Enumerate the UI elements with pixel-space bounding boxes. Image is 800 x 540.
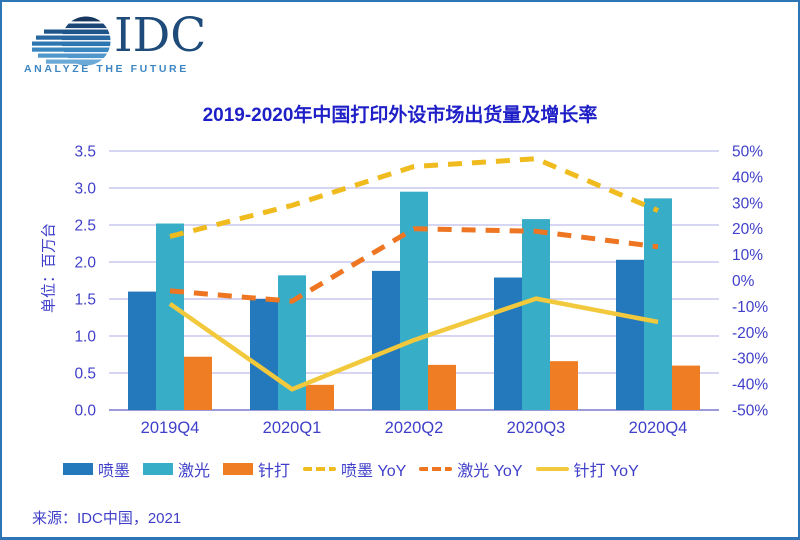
left-axis-tick-label: 3.5 xyxy=(74,144,96,161)
right-axis-tick-label: 50% xyxy=(732,144,763,161)
bar-喷墨-2020Q2 xyxy=(372,270,400,410)
x-axis-label-2019Q4: 2019Q4 xyxy=(141,419,200,437)
legend-label: 激光 YoY xyxy=(457,463,523,480)
bar-激光-2019Q4 xyxy=(156,223,184,410)
legend-swatch-dashed-line xyxy=(419,466,453,472)
idc-logo: IDC ANALYZE THE FUTURE xyxy=(2,2,232,82)
legend-item-针打 YoY: 针打 YoY xyxy=(535,457,639,481)
bar-喷墨-2020Q4 xyxy=(616,259,644,410)
left-axis-tick-label: 2.5 xyxy=(74,218,96,235)
left-axis-tick-label: 1.0 xyxy=(74,329,96,346)
legend-label: 喷墨 YoY xyxy=(341,463,407,480)
right-axis-tick-label: 30% xyxy=(732,195,763,212)
legend-item-激光 YoY: 激光 YoY xyxy=(419,457,523,481)
legend-item-激光: 激光 xyxy=(143,457,210,481)
globe-circle-stripes xyxy=(61,16,111,66)
legend-label: 喷墨 xyxy=(98,463,131,480)
x-axis-label-2020Q4: 2020Q4 xyxy=(629,419,688,437)
legend-label: 针打 xyxy=(258,463,291,480)
legend-swatch-bar xyxy=(143,463,174,475)
right-axis-tick-label: -10% xyxy=(732,299,768,316)
x-axis-label-2020Q3: 2020Q3 xyxy=(507,419,566,437)
bar-针打-2020Q3 xyxy=(550,361,578,410)
x-axis-label-2020Q2: 2020Q2 xyxy=(385,419,444,437)
legend-item-喷墨: 喷墨 xyxy=(63,457,130,481)
chart-legend: 喷墨 激光 针打 喷墨 YoY 激光 YoY 针打 YoY xyxy=(63,457,639,481)
bar-激光-2020Q4 xyxy=(644,198,672,410)
right-axis-tick-label: -40% xyxy=(732,377,768,394)
bar-针打-2020Q2 xyxy=(428,364,456,410)
right-axis-tick-label: 10% xyxy=(732,247,763,264)
bar-喷墨-2020Q1 xyxy=(250,299,278,410)
left-axis-tick-label: 3.0 xyxy=(74,181,96,198)
left-axis-tick-label: 1.5 xyxy=(74,292,96,309)
right-axis-tick-label: -50% xyxy=(732,403,768,420)
bar-针打-2019Q4 xyxy=(184,356,212,410)
legend-swatch-solid-line xyxy=(535,466,569,472)
idc-globe-icon xyxy=(32,16,111,66)
yoy-line-喷墨 YoY xyxy=(169,156,659,239)
legend-item-喷墨 YoY: 喷墨 YoY xyxy=(303,457,406,481)
bar-针打-2020Q1 xyxy=(306,384,334,410)
legend-swatch-bar xyxy=(63,463,93,475)
legend-swatch-dashed-line xyxy=(303,466,337,472)
right-axis-tick-label: -30% xyxy=(732,351,768,368)
legend-swatch-bar xyxy=(223,463,254,475)
right-axis-tick-label: 20% xyxy=(732,221,763,238)
yoy-line-针打 YoY xyxy=(168,296,659,392)
legend-label: 激光 xyxy=(178,463,211,480)
bar-喷墨-2020Q3 xyxy=(494,277,522,410)
yoy-line-激光 YoY xyxy=(169,226,659,304)
bar-激光-2020Q3 xyxy=(522,219,550,410)
right-axis-tick-label: 40% xyxy=(732,169,763,186)
idc-tagline: ANALYZE THE FUTURE xyxy=(24,63,189,75)
bar-激光-2020Q2 xyxy=(400,191,428,410)
right-axis-tick-label: 0% xyxy=(732,273,755,290)
chart-title: 2019-2020年中国打印外设市场出货量及增长率 xyxy=(202,105,598,126)
x-axis-label-2020Q1: 2020Q1 xyxy=(263,419,322,437)
right-axis-tick-label: -20% xyxy=(732,325,768,342)
legend-item-针打: 针打 xyxy=(223,457,290,481)
left-axis-tick-label: 0.5 xyxy=(74,366,96,383)
source-note: 来源：IDC中国，2021 xyxy=(32,510,182,527)
bar-针打-2020Q4 xyxy=(672,365,700,410)
idc-brand-text: IDC xyxy=(114,8,207,63)
left-axis-tick-label: 2.0 xyxy=(74,255,96,272)
bar-喷墨-2019Q4 xyxy=(128,291,156,410)
left-axis-tick-label: 0.0 xyxy=(74,403,96,420)
legend-label: 针打 YoY xyxy=(573,463,639,480)
